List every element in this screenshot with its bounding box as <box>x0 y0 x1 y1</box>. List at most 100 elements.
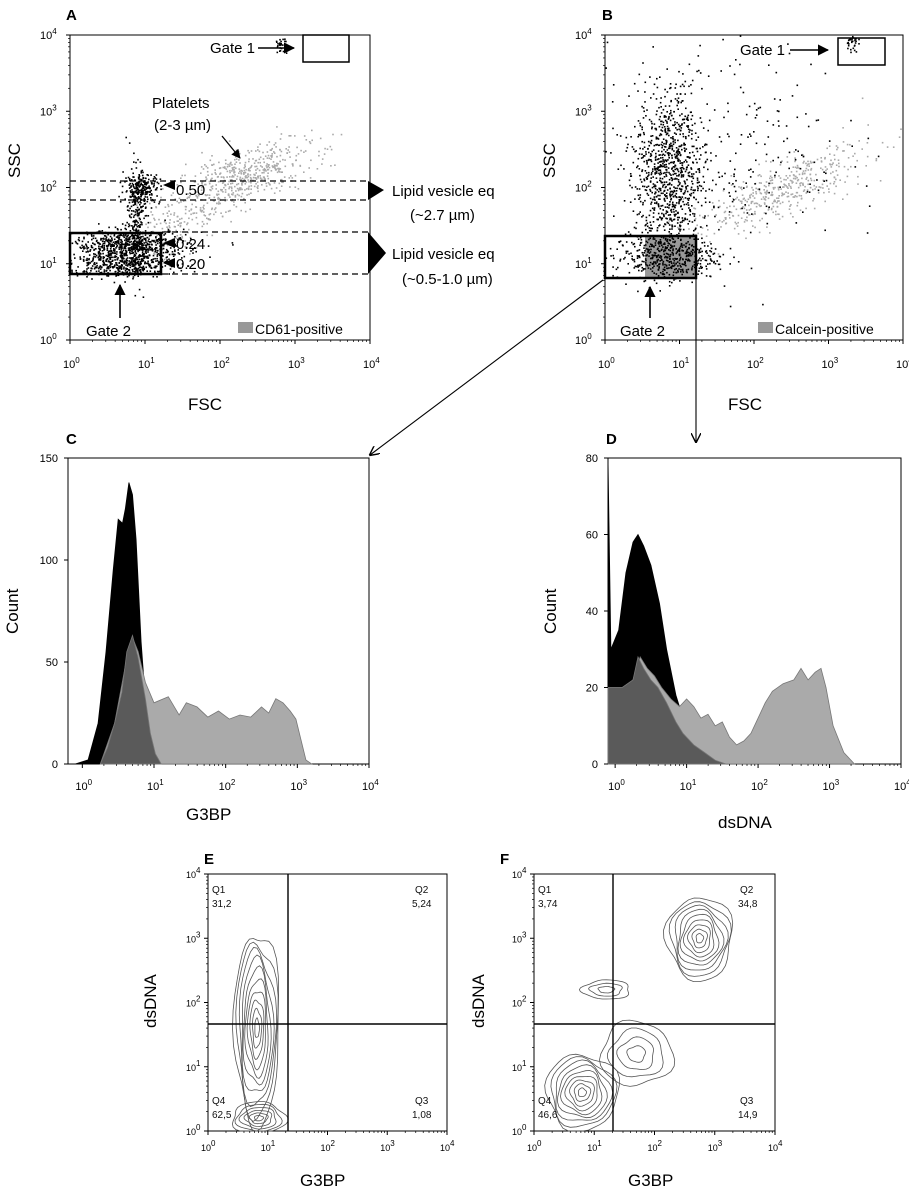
event-point-beads_0.24 <box>192 252 194 254</box>
event-point-base <box>683 244 685 246</box>
event-point-beads_0.20 <box>93 255 95 258</box>
event-point-beads_0.24 <box>113 252 116 254</box>
event-point-base <box>647 250 650 252</box>
event-point-column <box>692 173 695 175</box>
event-point-beads_0.24 <box>154 247 157 249</box>
event-point-column <box>635 227 637 230</box>
event-point-column <box>669 182 671 185</box>
event-point-platelets <box>250 188 252 190</box>
event-point-base <box>642 269 645 271</box>
event-point-base <box>647 267 650 269</box>
event-point-base <box>698 251 700 254</box>
event-point-column <box>670 112 672 114</box>
event-point-platelets <box>266 157 269 159</box>
event-point-diagonal <box>754 226 756 229</box>
event-point-column <box>655 170 658 173</box>
event-point-column <box>658 158 660 160</box>
histogram-series-dark <box>607 655 727 765</box>
event-point-column <box>136 206 139 209</box>
event-point-beads_0.20 <box>129 271 131 274</box>
event-point-column <box>687 199 690 201</box>
event-point-column <box>691 124 694 126</box>
event-point-diagonal <box>742 198 745 200</box>
event-point-column <box>125 259 128 262</box>
event-point-diagonal <box>781 193 784 196</box>
event-point-platelets <box>268 141 271 143</box>
event-point-platelets <box>206 167 209 169</box>
event-point-diagonal <box>861 97 864 100</box>
event-point-beads_0.24 <box>167 250 169 253</box>
event-point-platelets_tail <box>179 231 182 233</box>
x-tick-label: 101 <box>587 1139 602 1153</box>
event-point-platelets <box>185 206 187 208</box>
event-point-diagonal <box>808 163 810 165</box>
event-point-diagonal <box>668 232 671 235</box>
event-point-platelets <box>239 188 242 191</box>
event-point-beads_0.20 <box>152 258 155 260</box>
contour-line <box>555 1059 614 1121</box>
x-tick-label: 103 <box>708 1139 723 1153</box>
event-point-column <box>672 162 675 164</box>
event-point-beads_0.20 <box>139 268 142 271</box>
event-point-column <box>136 225 139 228</box>
event-point-column <box>683 147 686 149</box>
event-point-beads_0.24 <box>128 236 130 239</box>
y-tick-label: 102 <box>512 995 527 1009</box>
event-point-sparse <box>801 154 803 156</box>
event-point-platelets <box>227 163 229 166</box>
event-point-platelets_tail <box>156 234 158 237</box>
event-point-platelets_tail <box>146 251 148 253</box>
event-point-platelets <box>226 176 228 178</box>
event-point-column <box>688 197 690 200</box>
contour-line <box>564 1075 598 1112</box>
event-point-sparse <box>755 142 758 145</box>
event-point-diagonal <box>758 163 760 166</box>
event-point-platelets <box>264 168 267 171</box>
event-point-beads_0.50 <box>140 182 143 185</box>
event-point-beads_0.20 <box>87 267 90 269</box>
event-point-column <box>677 170 680 173</box>
event-point-sparse <box>727 110 729 113</box>
event-point-beads_0.24 <box>85 243 87 246</box>
event-point-platelets <box>206 170 209 173</box>
event-point-diagonal <box>772 188 775 190</box>
event-point-diagonal <box>796 164 799 167</box>
event-point-diagonal <box>805 178 807 180</box>
event-point-diagonal <box>749 196 751 198</box>
event-point-beads_0.50 <box>153 201 156 203</box>
event-point-sparse <box>768 191 770 194</box>
event-point-column <box>660 160 662 163</box>
event-point-beads_0.50 <box>133 187 136 190</box>
event-point-beads_0.24 <box>145 245 147 247</box>
event-point-platelets <box>261 178 263 181</box>
event-point-beads_0.50 <box>128 187 131 189</box>
event-point-base <box>707 263 709 265</box>
event-point-diagonal <box>750 220 753 222</box>
event-point-sparse <box>642 62 644 64</box>
event-point-column <box>138 175 141 177</box>
event-point-column <box>644 101 646 103</box>
event-point-column <box>665 195 668 197</box>
event-point-diagonal <box>794 166 797 169</box>
event-point-beads_0.24 <box>164 239 167 242</box>
event-point-platelets <box>237 198 239 201</box>
event-point-platelets <box>257 185 259 187</box>
event-point-sparse <box>684 80 687 83</box>
event-point-column <box>651 135 654 137</box>
event-point-column <box>669 119 672 122</box>
event-point-column <box>625 150 628 152</box>
event-point-base <box>648 238 650 241</box>
event-point-platelets_tail <box>167 227 169 230</box>
x-tick-label: 100 <box>75 778 92 793</box>
event-point-diagonal <box>765 196 767 198</box>
event-point-base <box>671 245 673 247</box>
event-point-beads_0.50 <box>137 188 139 190</box>
event-point-diagonal <box>821 183 824 186</box>
event-point-beads_0.24 <box>172 255 175 257</box>
event-point-beads_0.24 <box>178 253 181 255</box>
event-point-base <box>682 250 684 252</box>
event-point-column <box>642 214 644 217</box>
event-point-platelets_tail <box>176 220 179 222</box>
event-point-column <box>698 181 700 183</box>
event-point-column <box>671 161 673 164</box>
